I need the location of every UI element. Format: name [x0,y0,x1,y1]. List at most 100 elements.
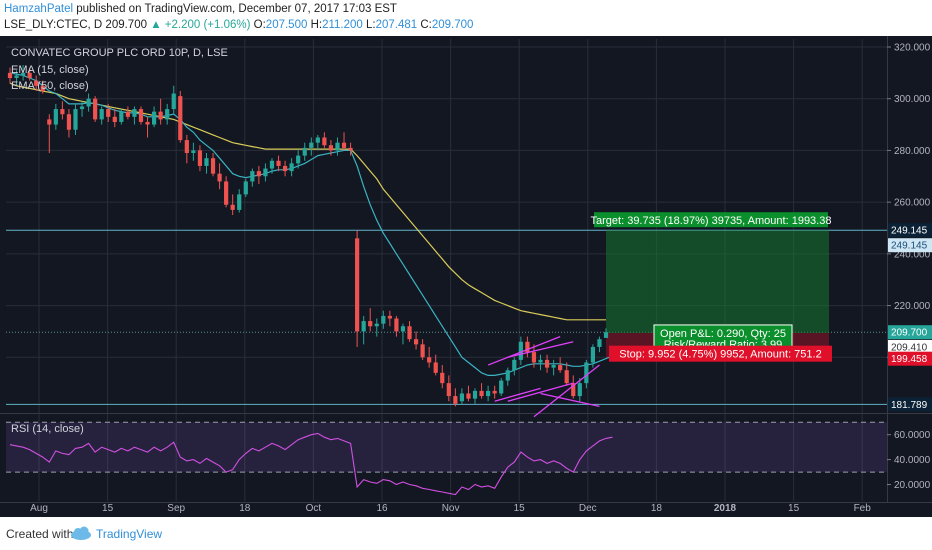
chart-title: CONVATEC GROUP PLC ORD 10P, D, LSE [11,47,228,59]
pattern-trendline[interactable] [540,392,600,408]
candle-body [93,98,98,120]
low-value: 207.481 [375,19,418,31]
candle-body [99,109,104,120]
candle-body [394,318,399,332]
footer: Created with TradingView [0,517,932,550]
pattern-trendline[interactable] [533,364,600,418]
ema-15-legend[interactable]: EMA (15, close) [11,64,89,76]
candle-body [512,359,517,371]
candle-body [165,109,170,120]
candle-body [603,332,609,338]
time-tick-label: Dec [579,503,597,514]
candle-body [348,147,353,151]
ema-15-line [9,72,613,376]
rsi-tick-label: 40.0000 [894,455,931,466]
price-tag-box [888,238,932,253]
candle-body [328,145,334,151]
candle-body [119,111,124,122]
candle-body [237,194,242,210]
time-tick-label: Aug [30,503,48,514]
candle-body [27,72,32,79]
candle-body [440,372,445,384]
price-tick-label: 260.000 [894,198,931,209]
open-label: O: [253,19,266,31]
candle-body [427,357,432,363]
candle-body [269,160,275,169]
candle-body [590,346,596,363]
price-tag-text: 199.458 [891,354,928,365]
candle-body [282,165,288,172]
price-tick-label: 280.000 [894,146,931,157]
candle-body [145,121,150,125]
time-tick-label: 2018 [714,503,737,514]
candle-body [256,171,261,177]
stop-label-box [609,345,832,362]
candle-body [361,321,366,332]
candle-body [151,111,157,125]
candle-body [413,339,419,345]
candle-body [7,72,13,79]
price-tick-label: 320.000 [894,43,931,54]
candle-body [315,137,320,143]
candle-body [191,150,196,154]
price-tick-label: 240.000 [894,249,931,260]
candle-body [217,173,222,182]
target-zone[interactable] [606,230,829,333]
candle-body [184,140,189,154]
time-tick-label: Feb [854,503,872,514]
rsi-legend[interactable]: RSI (14, close) [11,423,84,435]
candle-body [86,98,91,107]
time-tick-label: 15 [788,503,800,514]
time-tick-label: Sep [167,503,185,514]
candle-body [499,380,504,394]
rsi-panel [6,421,887,473]
tradingview-logo-icon[interactable] [70,526,92,540]
candle-body [446,383,451,397]
candle-body [538,359,543,363]
rsi-band-fill [6,422,887,473]
price-tag-box [888,325,932,340]
price-tag-text: 209.410 [891,342,928,353]
rsi-tick-label: 20.0000 [894,480,931,491]
close-label: C: [420,19,432,31]
price-change: ▲ +2.200 (+1.06%) [150,19,251,31]
candle-body [577,383,582,397]
candles-layer [7,65,609,407]
candle-body [263,168,268,177]
candle-body [558,365,563,371]
time-tick-label: 18 [651,503,663,514]
ema-50-line [9,82,606,321]
candle-body [243,181,248,195]
pattern-trendline[interactable] [487,335,561,366]
low-label: L: [366,19,376,31]
candle-body [138,109,144,122]
candle-body [158,111,163,120]
author-link[interactable]: HamzahPatel [4,3,74,15]
candle-body [112,116,117,122]
time-tick-label: Oct [306,503,322,514]
close-value: 209.700 [431,19,474,31]
candle-body [479,390,484,397]
candle-body [210,158,216,174]
candle-body [125,111,130,117]
candle-body [505,370,510,381]
price-chart[interactable]: 320.000 300.000 280.000 260.000 240.000 220.0… [0,36,932,517]
price-tag-box [888,351,932,366]
pattern-drawing[interactable] [487,335,600,418]
pattern-trendline[interactable] [507,341,574,358]
price-tick-label: 220.000 [894,301,931,312]
candle-body [472,390,478,399]
pattern-trendline[interactable] [494,387,541,402]
price-axis[interactable]: 320.000 300.000 280.000 260.000 240.000 220.0… [887,43,932,492]
ema-50-legend[interactable]: EMA (50, close) [11,80,89,92]
candle-body [60,109,65,115]
time-tick-label: 15 [514,503,526,514]
candle-body [486,390,491,397]
price-tag-box [888,397,932,412]
candle-body [433,362,438,373]
tradingview-brand-link[interactable]: TradingView [96,527,163,541]
time-axis[interactable]: Aug 15 Sep 18 Oct 16 Nov 15 Dec 18 2018 15 Feb [30,503,871,514]
price-tag-box [888,223,932,238]
pattern-trendline[interactable] [507,382,574,402]
candle-body [309,142,314,148]
